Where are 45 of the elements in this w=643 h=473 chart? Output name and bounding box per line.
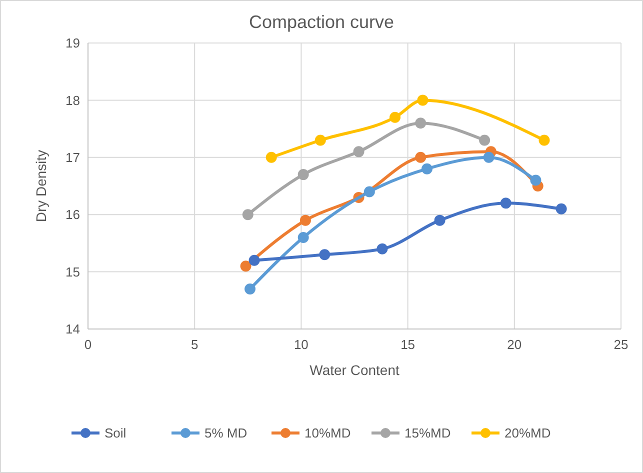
y-tick-label: 18 — [66, 92, 80, 108]
point — [556, 203, 567, 214]
point — [417, 94, 428, 106]
point — [353, 146, 364, 158]
x-tick-label: 10 — [294, 337, 308, 352]
point — [376, 243, 388, 254]
point — [364, 186, 375, 198]
point — [415, 118, 426, 129]
x-tick-label: 20 — [507, 337, 522, 352]
point — [319, 249, 330, 260]
point — [530, 174, 542, 186]
legend-label: 5% MD — [204, 426, 248, 441]
legend-label: 20%MD — [504, 426, 551, 441]
point — [415, 152, 426, 163]
point — [483, 152, 494, 163]
legend-label: Soil — [104, 426, 126, 441]
point — [314, 134, 326, 146]
x-tick-label: 25 — [614, 337, 628, 352]
x-tick-label: 0 — [84, 337, 92, 352]
legend-label: 15%MD — [404, 426, 451, 441]
point — [240, 260, 252, 272]
point — [248, 254, 260, 266]
point — [434, 214, 446, 226]
y-tick-label: 15 — [66, 264, 80, 280]
x-tick-label: 5 — [190, 337, 198, 352]
y-tick-label: 19 — [66, 36, 80, 51]
point — [538, 134, 550, 146]
x-tick-label: 15 — [400, 337, 416, 352]
y-axis-title: Dry Density — [33, 150, 49, 222]
legend-label: 10%MD — [304, 426, 351, 441]
point — [266, 152, 277, 163]
point — [421, 163, 432, 174]
y-tick-label: 14 — [66, 322, 80, 337]
point — [242, 209, 254, 220]
point — [479, 134, 490, 146]
y-tick-label: 16 — [66, 207, 80, 222]
point — [298, 169, 309, 180]
point — [244, 283, 256, 294]
point — [298, 232, 309, 243]
point — [300, 214, 311, 226]
x-axis-title: Water Content — [310, 362, 400, 378]
point — [500, 198, 512, 209]
y-tick-label: 17 — [66, 150, 80, 165]
point — [390, 112, 401, 123]
chart-title: Compaction curve — [248, 12, 394, 32]
